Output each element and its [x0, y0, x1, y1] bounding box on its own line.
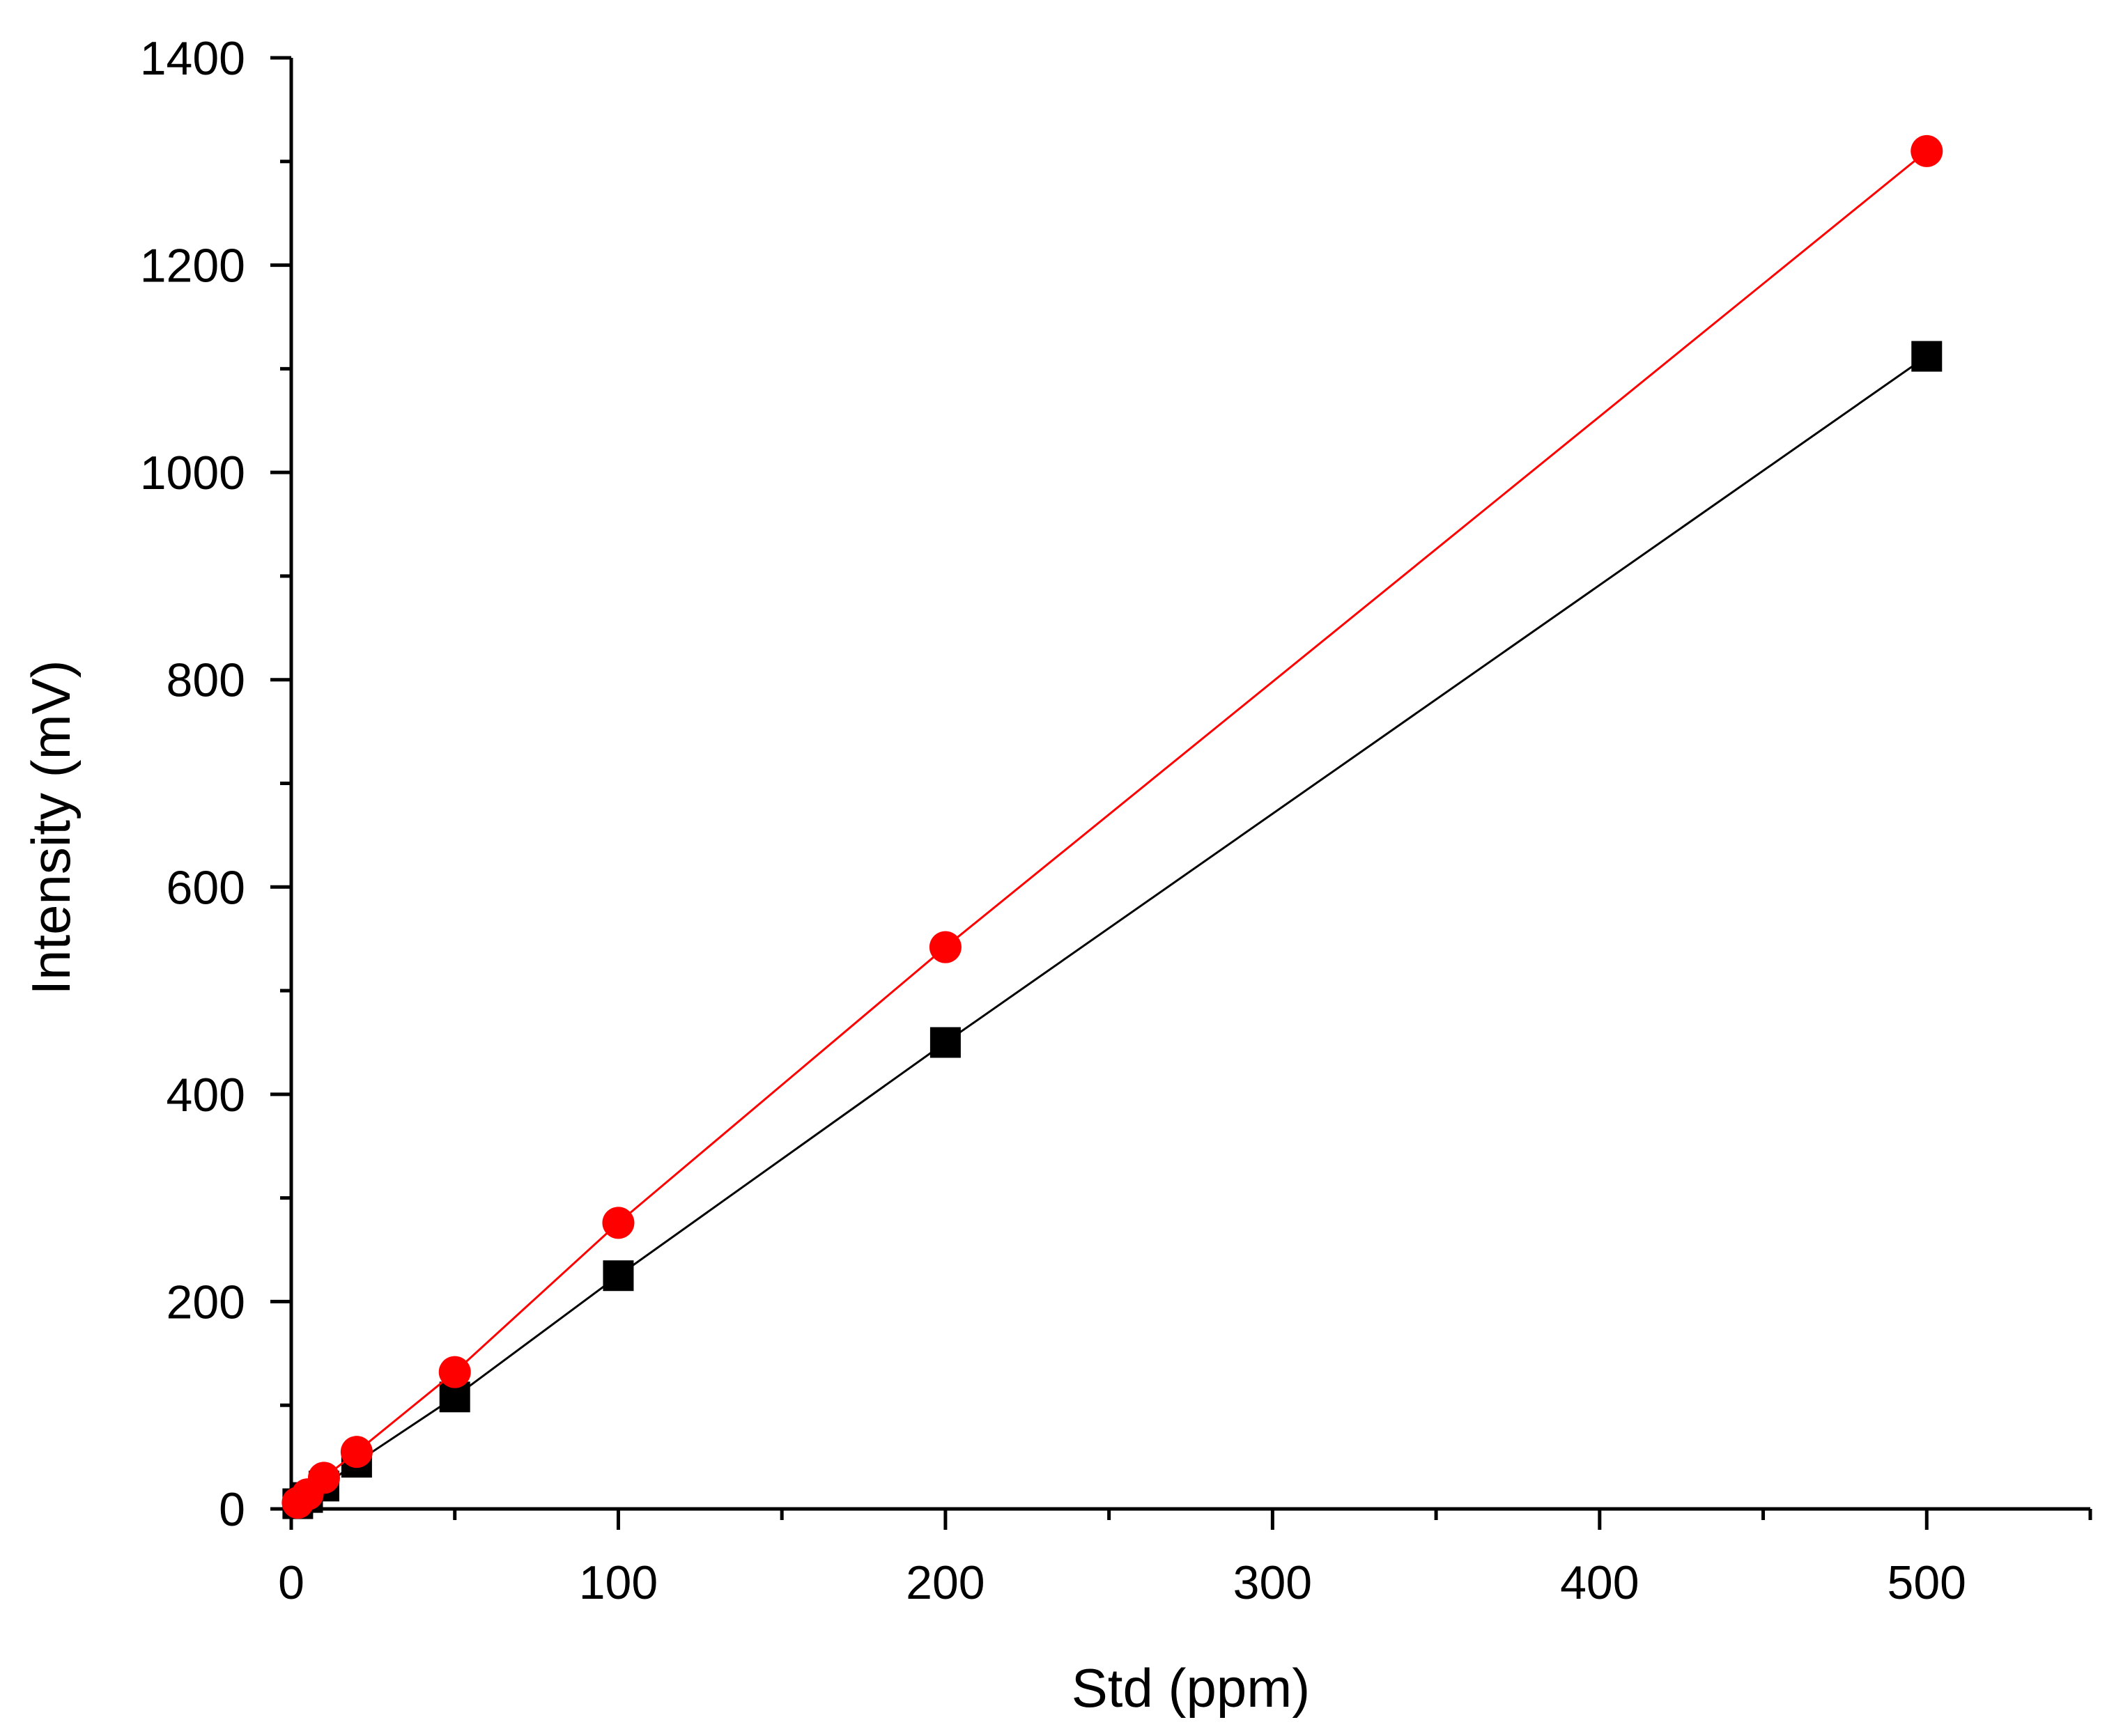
data-point-circle — [602, 1207, 635, 1239]
series-1-line — [297, 355, 1928, 1505]
x-axis-ticks: 0 100 200 300 400 500 — [278, 1509, 2092, 1609]
y-tick-label: 600 — [167, 861, 245, 914]
x-tick-label: 400 — [1560, 1556, 1639, 1609]
data-point-circle — [438, 1356, 471, 1388]
series-2-line — [297, 150, 1928, 1504]
x-tick-label: 200 — [906, 1556, 985, 1609]
y-tick-label: 800 — [167, 654, 245, 707]
data-point-circle — [340, 1436, 373, 1468]
y-tick-label: 1000 — [140, 447, 245, 499]
data-point-square — [929, 1027, 961, 1058]
data-point-square — [1911, 341, 1943, 372]
x-tick-label: 0 — [278, 1556, 304, 1609]
y-tick-label: 1400 — [140, 32, 245, 85]
y-tick-label: 200 — [167, 1276, 245, 1328]
x-axis-title: Std (ppm) — [1072, 1657, 1310, 1719]
x-tick-label: 100 — [579, 1556, 658, 1609]
y-tick-label: 0 — [219, 1483, 245, 1536]
x-tick-label: 300 — [1233, 1556, 1312, 1609]
series-layer — [281, 134, 1943, 1519]
data-point-circle — [929, 931, 962, 963]
y-tick-label: 400 — [167, 1069, 245, 1122]
series-1 — [282, 341, 1943, 1519]
y-axis-ticks: 0 200 400 600 800 1000 1200 1400 — [140, 32, 291, 1536]
y-axis-title: Intensity (mV) — [20, 660, 82, 995]
data-point-circle — [1911, 134, 1943, 167]
x-tick-label: 500 — [1888, 1556, 1966, 1609]
series-2 — [281, 134, 1943, 1519]
y-tick-label: 1200 — [140, 240, 245, 293]
plot-frame — [289, 58, 2090, 1511]
data-point-square — [603, 1260, 634, 1292]
data-point-circle — [307, 1462, 340, 1494]
